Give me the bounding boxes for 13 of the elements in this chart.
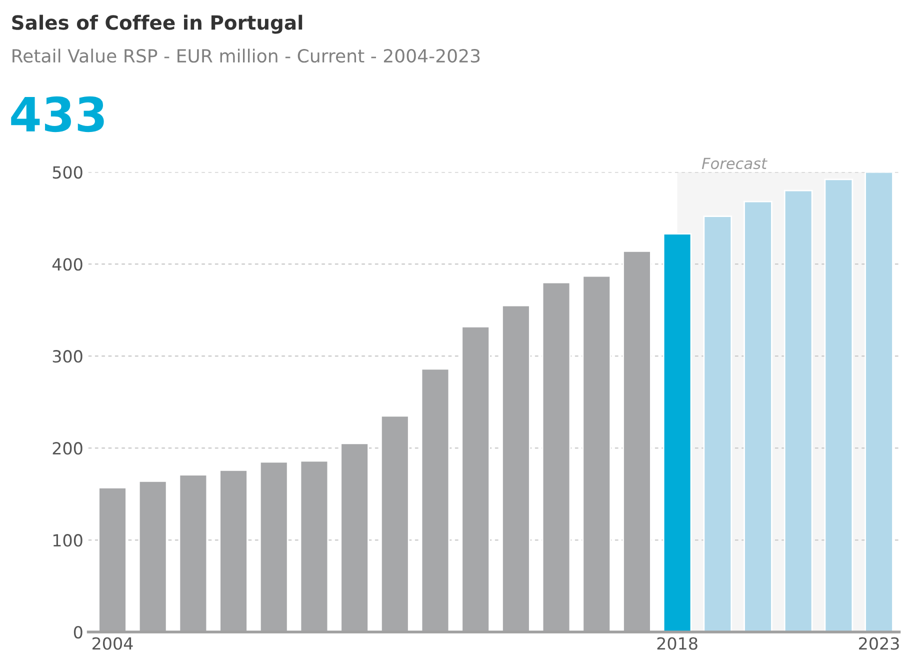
chart-subtitle: Retail Value RSP - EUR million - Current - 2004-2023 — [12, 48, 480, 63]
y-tick-label: 0 — [74, 626, 82, 639]
y-tick-label: 300 — [52, 350, 82, 363]
x-tick-label: 2023 — [859, 637, 899, 650]
chart-title: Sales of Coffee in Portugal — [12, 14, 302, 34]
x-tick-label: 2018 — [657, 637, 698, 650]
y-tick-label: 400 — [52, 258, 82, 271]
band-label: Forecast — [702, 158, 768, 170]
y-tick-label: 500 — [52, 166, 82, 179]
y-tick-label: 100 — [53, 534, 82, 547]
x-tick-label: 2004 — [92, 637, 133, 650]
text: 433 — [11, 96, 104, 132]
y-tick-label: 200 — [52, 442, 82, 455]
